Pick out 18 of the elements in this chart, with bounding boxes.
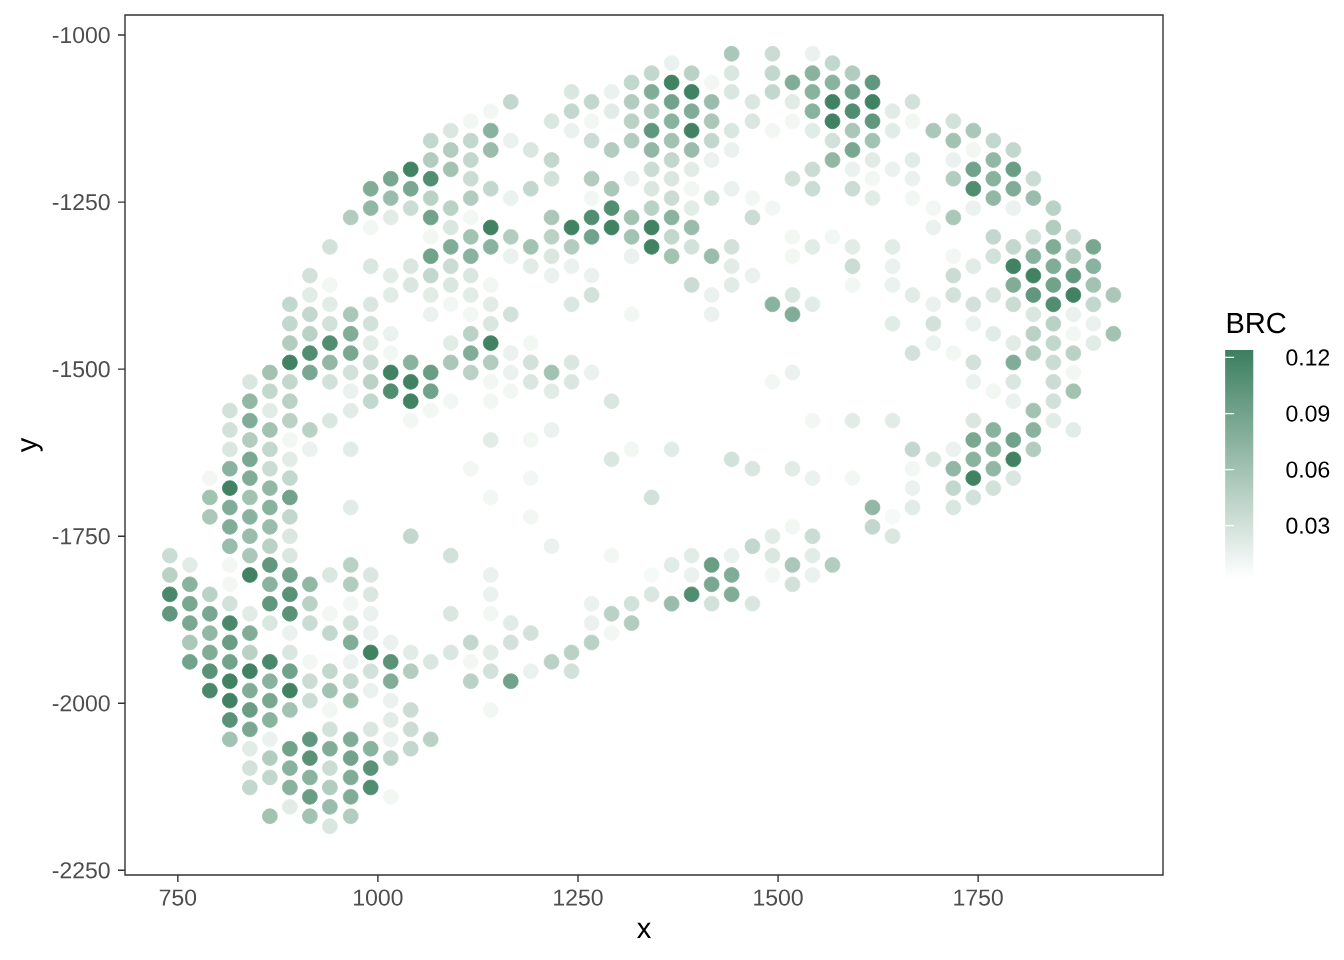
color-bar-title: BRC bbox=[1227, 312, 1286, 334]
color-bar-label: 0.12 bbox=[1286, 349, 1330, 366]
x-tick-label: 1500 bbox=[754, 889, 803, 906]
y-tick-label: -2250 bbox=[52, 862, 110, 879]
x-axis-title: x bbox=[637, 922, 651, 938]
x-tick-label: 1000 bbox=[354, 889, 403, 906]
color-bar-label: 0.09 bbox=[1286, 405, 1330, 422]
x-tick-label: 1750 bbox=[954, 889, 1003, 906]
color-bar-label: 0.03 bbox=[1286, 517, 1330, 534]
x-tick-label: 750 bbox=[159, 889, 197, 906]
color-bar-label: 0.06 bbox=[1286, 461, 1330, 478]
y-tick-label: -2000 bbox=[52, 695, 110, 712]
y-tick-label: -1250 bbox=[52, 193, 110, 211]
y-tick-label: -1750 bbox=[52, 528, 110, 545]
x-tick-label: 1250 bbox=[554, 889, 603, 906]
y-tick-label: -1000 bbox=[52, 26, 110, 44]
y-tick-label: -1500 bbox=[52, 361, 110, 378]
y-axis-title: y bbox=[21, 437, 43, 453]
